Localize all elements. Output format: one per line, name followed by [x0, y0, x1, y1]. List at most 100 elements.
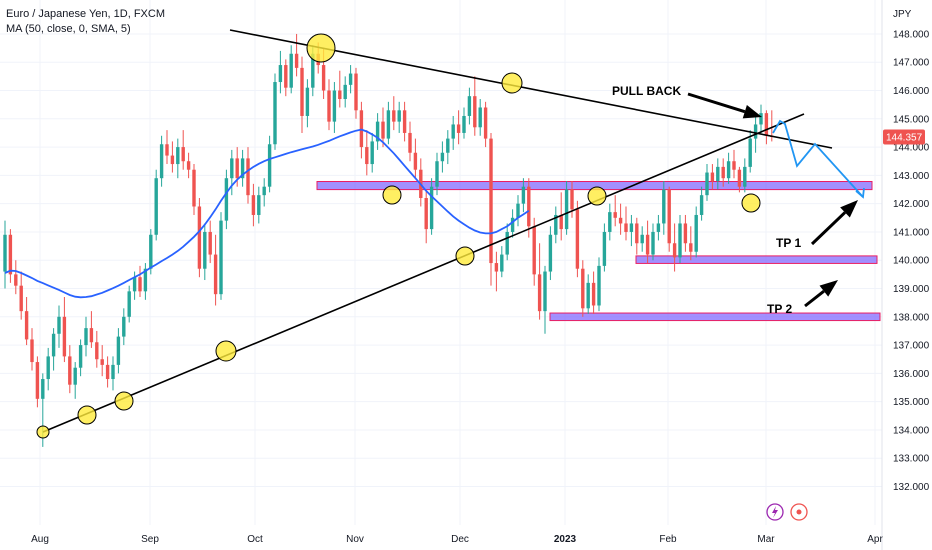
candle-body	[570, 189, 574, 210]
candle-body	[73, 367, 77, 385]
candle-body	[710, 172, 715, 182]
candle-body	[89, 328, 94, 343]
candle-body	[559, 214, 563, 230]
candle	[721, 158, 725, 187]
indicator-label: MA (50, close, 0, SMA, 5)	[6, 23, 131, 35]
candle	[3, 220, 7, 289]
candle	[473, 76, 477, 136]
candle-body	[154, 178, 158, 235]
annotation-arrows	[687, 92, 858, 308]
candle	[278, 50, 283, 94]
candle-body	[30, 339, 34, 363]
candle	[575, 200, 580, 278]
tp1-arrow-head	[840, 200, 858, 218]
candle	[273, 73, 277, 150]
candle	[764, 110, 769, 145]
candle	[672, 223, 677, 272]
tp2-arrow-head	[819, 280, 838, 297]
candle	[208, 220, 212, 264]
candle-body	[192, 169, 196, 207]
candle-body	[311, 53, 315, 88]
candle-body	[435, 161, 439, 187]
candle-body	[737, 169, 742, 187]
x-tick-label: Oct	[247, 534, 263, 545]
candle-body	[635, 223, 639, 244]
candle-body	[149, 234, 153, 269]
candle-body	[721, 166, 725, 179]
candle	[591, 271, 596, 314]
candle	[462, 107, 466, 139]
candle	[527, 178, 531, 238]
moving-average-line	[4, 128, 530, 299]
candle-body	[543, 271, 547, 312]
candle	[105, 356, 110, 388]
y-tick-label: 132.000	[893, 482, 930, 493]
annotations: PULL BACK TP 1 TP 2	[612, 84, 801, 316]
candle-body	[262, 186, 266, 196]
candle-body	[84, 328, 88, 346]
candle-body	[300, 67, 304, 116]
candle-body	[127, 291, 131, 317]
candle-body	[397, 110, 401, 122]
x-axis[interactable]: Aug Sep Oct Nov Dec 2023 Feb Mar Apr	[31, 534, 883, 545]
candle	[521, 178, 526, 213]
candle-body	[278, 65, 283, 83]
candle-body	[294, 53, 299, 68]
last-price-tag: 144.357	[883, 129, 925, 145]
candle	[165, 130, 169, 165]
y-axis[interactable]: 132.000 133.000 134.000 135.000 136.000 137.0…	[881, 0, 930, 550]
candle-body	[386, 110, 391, 139]
candle	[46, 347, 50, 391]
candle	[267, 135, 272, 193]
candle-body	[689, 243, 693, 252]
candle	[548, 226, 553, 281]
y-tick-label: 135.000	[893, 397, 930, 408]
candle-body	[186, 161, 191, 170]
candle-body	[219, 220, 223, 295]
candle	[8, 229, 13, 283]
lightning-icon-glyph	[772, 506, 778, 518]
candle-body	[483, 107, 488, 139]
candle	[737, 166, 742, 193]
candle-body	[748, 138, 752, 167]
chart-icons[interactable]	[766, 503, 808, 521]
tp3-zone-band	[549, 312, 881, 322]
candle-body	[143, 268, 148, 292]
candle	[62, 297, 67, 363]
candle-body	[500, 254, 504, 272]
candle-body	[672, 243, 677, 258]
tp1-arrow-shaft	[810, 211, 847, 246]
candle	[537, 243, 542, 320]
candle	[192, 164, 196, 215]
candle-body	[586, 282, 590, 309]
candle-body	[656, 223, 661, 232]
candle-body	[105, 364, 110, 380]
candle-body	[332, 90, 337, 122]
candle	[327, 79, 331, 131]
candle	[645, 220, 650, 264]
projection-line	[772, 119, 864, 198]
touch-circle	[36, 425, 50, 439]
y-tick-label: 145.000	[893, 114, 930, 125]
candle	[392, 96, 396, 131]
candle-body	[554, 214, 558, 235]
candle-body	[138, 277, 142, 292]
candle-body	[35, 362, 40, 399]
candle	[127, 285, 131, 323]
candle	[678, 214, 682, 264]
candle-body	[456, 124, 461, 133]
last-price-label: 144.357	[886, 132, 923, 143]
tp2-arrow	[804, 280, 838, 308]
candle	[240, 149, 245, 187]
candle	[635, 217, 639, 255]
y-tick-label: 139.000	[893, 284, 930, 295]
candle-body	[132, 277, 137, 292]
candle-body	[235, 158, 239, 179]
candle	[559, 192, 563, 241]
candle	[699, 186, 704, 221]
candle	[716, 158, 720, 190]
candle-body	[365, 147, 369, 165]
candle-body	[451, 124, 455, 139]
candle-body	[3, 234, 7, 272]
